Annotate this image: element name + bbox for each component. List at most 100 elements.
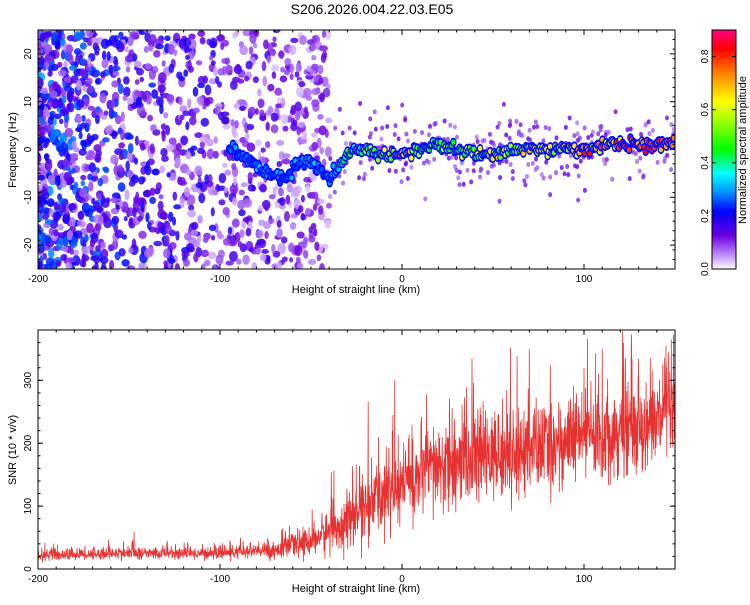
- spectrogram-noise-blob: [217, 185, 226, 192]
- spectrogram-faint-blob: [631, 149, 636, 155]
- spectrogram-noise-blob: [72, 249, 79, 257]
- spectrogram-faint-blob: [504, 158, 509, 164]
- spectrogram-noise-blob: [308, 230, 314, 240]
- spectrogram-faint-blob: [445, 136, 450, 142]
- spectrogram-noise-blob: [207, 251, 217, 260]
- spectrogram-faint-blob: [357, 175, 362, 181]
- spectrogram-noise-blob: [208, 224, 217, 232]
- snr-axes: -200 -100 0 100 0 100 200 300: [23, 329, 676, 585]
- spectrogram-noise-blob: [65, 261, 73, 269]
- spectrogram-noise-blob: [179, 114, 185, 121]
- spectrogram-noise-blob: [136, 67, 144, 76]
- spectrogram-noise-blob: [87, 105, 95, 111]
- spectrogram-noise-blob: [317, 64, 324, 75]
- spectrogram-noise-blob: [44, 61, 50, 69]
- spectrogram-noise-blob: [319, 147, 325, 155]
- spectrogram-noise-blob: [124, 189, 130, 201]
- colorbar-tick-label: 0.2: [700, 209, 711, 223]
- spectrogram-noise-blob: [97, 215, 104, 226]
- spectrogram-faint-blob: [487, 131, 492, 137]
- spectrogram-noise-blob: [88, 162, 96, 173]
- spectrogram-noise-blob: [38, 260, 41, 269]
- spectrogram-noise-blob: [256, 238, 266, 245]
- spectrogram-noise-blob: [135, 191, 140, 203]
- spectrogram-faint-blob: [554, 135, 559, 141]
- spectrogram-noise-blob: [222, 65, 227, 76]
- spectrogram-noise-blob: [100, 38, 110, 49]
- spectrogram-noise-blob: [209, 37, 218, 49]
- spectrogram-noise-blob: [294, 71, 300, 78]
- spectrogram-faint-blob: [634, 159, 639, 165]
- spectrogram-noise-blob: [197, 30, 206, 38]
- spectrogram-noise-blob: [292, 186, 300, 197]
- spectrogram-noise-blob: [172, 216, 177, 226]
- spectrogram-noise-blob: [118, 31, 124, 39]
- spectrogram-faint-blob: [541, 138, 546, 144]
- spectrogram-noise-blob: [286, 184, 294, 193]
- spectrogram-noise-blob: [277, 243, 286, 255]
- spectrogram-noise-blob: [133, 157, 139, 165]
- spectrogram-noise-blob: [192, 86, 199, 97]
- spectrogram-faint-blob: [332, 189, 337, 195]
- spectrogram-faint-blob: [586, 134, 591, 140]
- spectrogram-ridge-core: [375, 157, 381, 163]
- spectrogram-noise-blob: [283, 210, 290, 222]
- spectrogram-noise-blob: [147, 114, 154, 122]
- spectrogram-noise-blob: [210, 60, 216, 66]
- spectrogram-faint-blob: [637, 168, 642, 174]
- spectrogram-noise-blob: [311, 63, 319, 71]
- spectrogram-noise-blob: [290, 37, 299, 44]
- spectrogram-faint-blob: [530, 160, 535, 166]
- spectrogram-noise-blob: [38, 224, 42, 230]
- spectrogram-noise-blob: [307, 39, 314, 45]
- spectrogram-noise-blob: [294, 101, 302, 112]
- spectrogram-noise-blob: [59, 118, 64, 125]
- spectrogram-noise-blob: [204, 259, 211, 267]
- spectrogram-noise-blob: [41, 207, 50, 215]
- spectrogram-noise-blob: [248, 46, 254, 55]
- spectrogram-noise-blob: [58, 202, 67, 213]
- spectrogram-ridge-core: [471, 146, 476, 152]
- spectrogram-noise-blob: [276, 220, 282, 228]
- spectrogram-faint-blob: [427, 123, 432, 129]
- spectrogram-noise-blob: [86, 77, 93, 85]
- spectrogram-noise-blob: [218, 173, 227, 184]
- spectrogram-noise-blob: [56, 30, 63, 36]
- spectrogram-noise-blob: [159, 165, 165, 174]
- spectrogram-noise-blob: [247, 106, 256, 117]
- spectrogram-faint-blob: [606, 129, 611, 135]
- spectrogram-noise-blob: [71, 140, 77, 149]
- spectrogram-noise-blob: [239, 105, 246, 112]
- spectrogram-noise-blob: [191, 221, 199, 230]
- spectrogram-noise-blob: [225, 64, 233, 76]
- spectrogram-noise-blob: [151, 124, 157, 131]
- spectrogram-noise-blob: [182, 37, 192, 48]
- spectrogram-noise-blob: [109, 259, 115, 269]
- spectrogram-faint-blob: [412, 128, 417, 134]
- spectrogram-noise-blob: [288, 242, 295, 253]
- spectrogram-noise-blob: [230, 119, 235, 127]
- spectrogram-noise-blob: [145, 212, 150, 223]
- spectrogram-faint-blob: [362, 171, 367, 177]
- spectrogram-noise-blob: [96, 205, 103, 214]
- spectrogram-noise-blob: [278, 50, 285, 60]
- spectrogram-noise-blob: [52, 118, 57, 126]
- spectrogram-faint-blob: [572, 163, 577, 169]
- spectrogram-noise-blob: [270, 124, 279, 134]
- spectrogram-noise-blob: [248, 220, 253, 231]
- spectrogram-noise-blob: [172, 191, 178, 201]
- spectrogram-noise-blob: [289, 73, 294, 80]
- spectrogram-noise-blob: [58, 198, 66, 205]
- spectrogram-faint-blob: [518, 122, 523, 128]
- spectrogram-noise-blob: [222, 162, 228, 168]
- spectrogram-faint-blob: [671, 126, 675, 132]
- spectrogram-noise-blob: [47, 174, 55, 184]
- spectrogram-faint-blob: [340, 130, 345, 136]
- spectrogram-noise-blob: [157, 200, 164, 212]
- spectrogram-noise-blob: [319, 263, 325, 269]
- spectrogram-noise-blob: [308, 43, 316, 52]
- spectrogram-faint-blob: [535, 124, 540, 130]
- spectrogram-noise-blob: [288, 45, 297, 55]
- spectrogram-noise-blob: [78, 148, 87, 156]
